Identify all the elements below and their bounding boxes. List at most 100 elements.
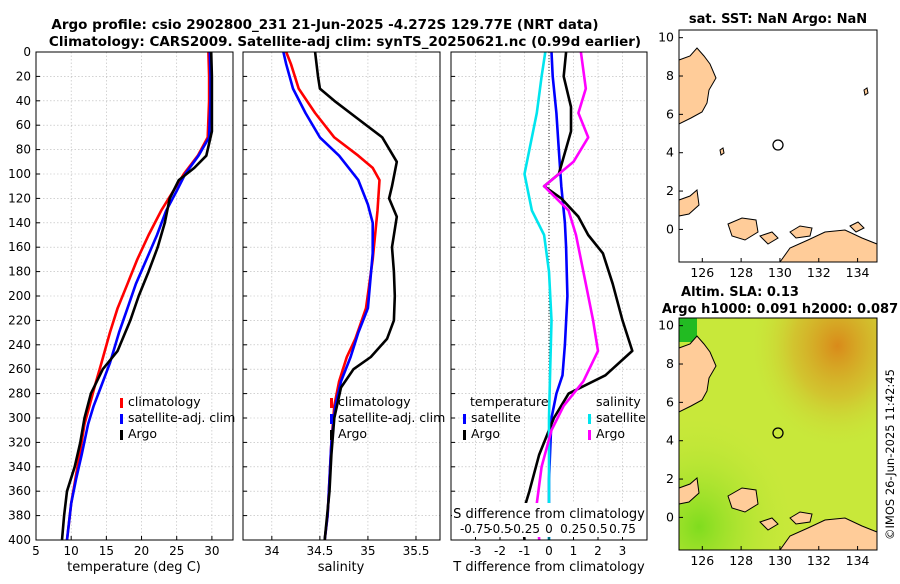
depth-tick-label: 360 — [8, 484, 31, 498]
m1-lat-label: 2 — [666, 183, 674, 198]
legend-salinity-argo: Argo — [596, 426, 625, 441]
sla-map: Altim. SLA: 0.13 Argo h1000: 0.091 h2000… — [658, 285, 898, 568]
temperature-panel: 0 20 40 60 80 100 120 140 160 180 200 220 240 260 280 3… — [8, 45, 235, 575]
m1-lat-label: 4 — [666, 145, 674, 160]
depth-tick-label: 60 — [16, 118, 31, 132]
m2-lat-label: 2 — [666, 471, 674, 486]
m2-lat-label: 10 — [658, 318, 674, 333]
salinity-xtick-label: 35.5 — [403, 544, 430, 558]
m1-lat-label: 10 — [658, 30, 674, 45]
salinity-difference-tick-label: 0 — [545, 522, 553, 536]
difference-series-t-climatology-s-sat- — [523, 51, 553, 540]
salinity-difference-tick-label: -0.25 — [509, 522, 540, 536]
depth-tick-label: 280 — [8, 387, 31, 401]
m2-lon-label: 128 — [729, 553, 753, 568]
difference-series-t-satellite — [547, 51, 569, 540]
temperature-series-argo — [60, 51, 214, 541]
depth-tick-label: 260 — [8, 362, 31, 376]
m1-lat-label: 6 — [666, 106, 674, 121]
sst-map-title: sat. SST: NaN Argo: NaN — [689, 12, 867, 27]
depth-tick-label: 20 — [16, 69, 31, 83]
m1-lon-label: 128 — [729, 265, 753, 280]
difference-xtick-label: 0 — [545, 544, 553, 558]
depth-tick-label: 200 — [8, 289, 31, 303]
salinity-difference-tick-label: 0.5 — [588, 522, 607, 536]
m1-lat-label: 8 — [666, 68, 674, 83]
temperature-legend: climatology satellite-adj. clim Argo — [120, 394, 235, 441]
temperature-xlabel: temperature (deg C) — [67, 560, 201, 575]
sla-map-title-line1: Altim. SLA: 0.13 — [681, 285, 799, 300]
depth-tick-label: 120 — [8, 191, 31, 205]
figure-title-line2: Climatology: CARS2009. Satellite-adj cli… — [49, 34, 641, 50]
m2-lat-label: 8 — [666, 356, 674, 371]
depth-tick-label: 100 — [8, 167, 31, 181]
figure-title-line1: Argo profile: csio 2902800_231 21-Jun-20… — [51, 17, 598, 33]
difference-panel: -3 -2 -1 0 1 2 3 T difference from climatology… — [450, 51, 648, 575]
salinity-xtick-label: 34 — [264, 544, 279, 558]
depth-tick-label: 380 — [8, 509, 31, 523]
difference-xtick-label: 2 — [594, 544, 602, 558]
legend-temperature-title: temperature — [470, 394, 549, 409]
temperature-xtick-label: 5 — [32, 544, 40, 558]
salinity-difference-tick-label: 0.25 — [560, 522, 587, 536]
depth-tick-label: 400 — [8, 533, 31, 547]
temperature-xtick-label: 10 — [64, 544, 79, 558]
depth-tick-label: 180 — [8, 265, 31, 279]
m1-lon-label: 126 — [690, 265, 714, 280]
depth-tick-label: 220 — [8, 313, 31, 327]
m2-lon-label: 130 — [768, 553, 792, 568]
depth-tick-label: 160 — [8, 240, 31, 254]
m2-lon-label: 134 — [846, 553, 870, 568]
depth-tick-label: 80 — [16, 143, 31, 157]
salinity-difference-tick-label: 0.75 — [609, 522, 636, 536]
difference-xlabel: T difference from climatology — [452, 560, 645, 575]
copyright-stamp: ©IMOS 26-Jun-2025 11:42:45 — [883, 369, 897, 540]
depth-tick-label: 240 — [8, 338, 31, 352]
depth-tick-label: 340 — [8, 460, 31, 474]
salinity-panel: 34 34.5 35 35.5 salinity climatology satell… — [242, 51, 445, 575]
sla-argo-location-marker — [772, 427, 784, 439]
difference-xtick-label: 1 — [570, 544, 578, 558]
sla-map-title-line2: Argo h1000: 0.091 h2000: 0.087 — [662, 302, 898, 317]
salinity-xtick-label: 34.5 — [307, 544, 334, 558]
temperature-xtick-label: 15 — [99, 544, 114, 558]
temperature-legend-climatology: climatology — [128, 394, 201, 409]
m2-lat-label: 0 — [666, 509, 674, 524]
m2-lat-label: 4 — [666, 433, 674, 448]
m2-lat-label: 6 — [666, 394, 674, 409]
difference-xtick-label: 3 — [619, 544, 627, 558]
difference-xtick-label: -2 — [494, 544, 506, 558]
difference-xtick-label: -1 — [519, 544, 531, 558]
temperature-series-satellite-adj-clim — [65, 51, 212, 541]
salinity-difference-tick-label: -0.5 — [488, 522, 511, 536]
temperature-legend-satellite: satellite-adj. clim — [128, 410, 235, 425]
legend-temperature-argo: Argo — [471, 426, 500, 441]
temperature-legend-argo: Argo — [128, 426, 157, 441]
m1-lon-label: 130 — [768, 265, 792, 280]
sst-map: sat. SST: NaN Argo: NaN 126 128 130 132 134 1… — [658, 12, 878, 280]
salinity-legend-climatology: climatology — [338, 394, 411, 409]
difference-series-t-argo — [520, 51, 634, 541]
depth-tick-label: 140 — [8, 216, 31, 230]
salinity-series-argo — [313, 51, 399, 541]
legend-salinity-satellite: satellite — [596, 410, 646, 425]
sst-argo-location-marker — [772, 139, 784, 151]
m1-lat-label: 0 — [666, 221, 674, 236]
salinity-difference-label: S difference from climatology — [453, 507, 645, 522]
m1-lon-label: 132 — [807, 265, 831, 280]
depth-tick-label: 300 — [8, 411, 31, 425]
difference-series-s-argo — [535, 51, 600, 541]
difference-legend-salinity: salinity satellite Argo — [588, 394, 646, 441]
salinity-legend-satellite: satellite-adj. clim — [338, 410, 445, 425]
temperature-xtick-label: 30 — [204, 544, 219, 558]
depth-tick-label: 320 — [8, 435, 31, 449]
salinity-legend-argo: Argo — [338, 426, 367, 441]
salinity-xtick-label: 35 — [360, 544, 375, 558]
depth-tick-label: 0 — [23, 45, 31, 59]
salinity-legend: climatology satellite-adj. clim Argo — [330, 394, 445, 441]
difference-xtick-label: -3 — [470, 544, 482, 558]
m2-lon-label: 132 — [807, 553, 831, 568]
salinity-xlabel: salinity — [318, 560, 365, 575]
m2-lon-label: 126 — [690, 553, 714, 568]
